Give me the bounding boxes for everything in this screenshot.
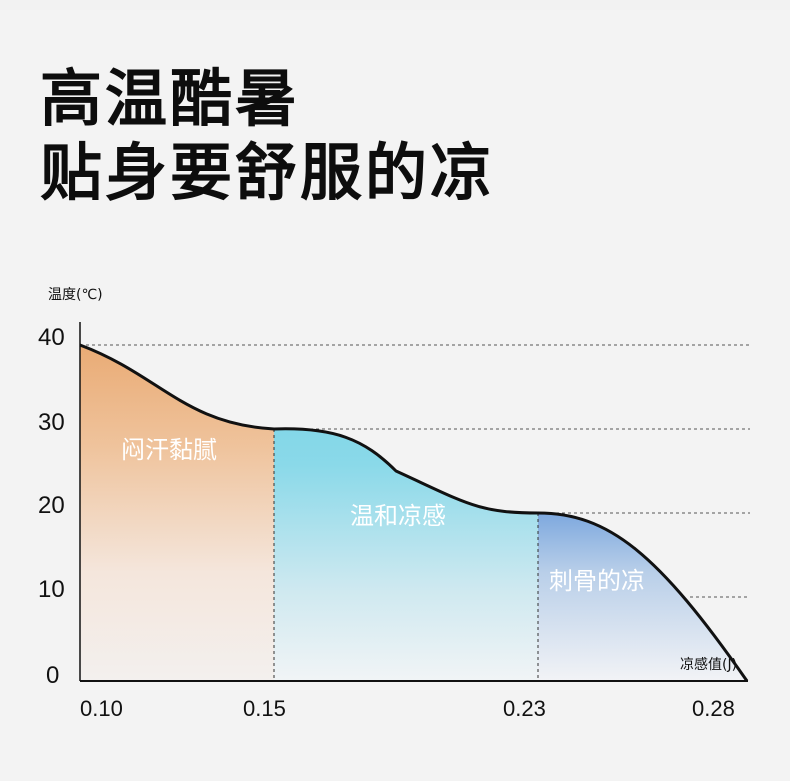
headline: 高温酷暑 贴身要舒服的凉 (40, 62, 495, 210)
x-axis-label: 凉感值(J) (680, 656, 737, 673)
x-tick-0.23: 0.23 (503, 696, 546, 721)
y-tick-20: 20 (38, 492, 65, 519)
headline-line-1: 高温酷暑 (40, 62, 301, 135)
x-tick-0.10: 0.10 (80, 696, 123, 721)
zone-labels: 闷汗黏腻 温和凉感 刺骨的凉 (121, 436, 645, 595)
zone-fill-2 (274, 345, 538, 681)
gridlines (80, 344, 750, 598)
y-axis-label: 温度(℃) (48, 287, 103, 303)
y-tick-0: 0 (46, 662, 59, 689)
zone-label-1: 闷汗黏腻 (121, 436, 217, 464)
zone-fill-1 (80, 345, 274, 681)
zone-label-3: 刺骨的凉 (549, 567, 645, 595)
zone-dividers (273, 429, 539, 681)
x-tick-0.15: 0.15 (243, 696, 286, 721)
temperature-curve (79, 343, 749, 682)
x-tick-labels: 0.10 0.15 0.23 0.28 (80, 696, 735, 721)
headline-line-2: 贴身要舒服的凉 (40, 136, 496, 209)
y-tick-10: 10 (38, 576, 65, 603)
zone-label-2: 温和凉感 (350, 502, 446, 530)
x-tick-0.28: 0.28 (692, 696, 735, 721)
y-tick-40: 40 (38, 324, 65, 351)
y-tick-30: 30 (38, 409, 65, 436)
y-tick-labels: 40 30 20 10 0 (38, 324, 65, 689)
zone-fills (80, 345, 747, 681)
zone-fill-3 (538, 345, 747, 681)
